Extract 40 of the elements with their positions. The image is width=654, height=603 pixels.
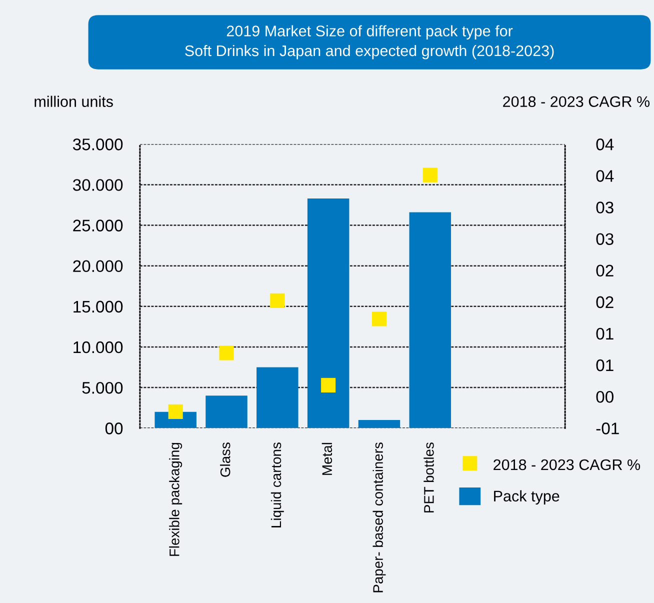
y-tick-label: 35.000 bbox=[72, 138, 123, 150]
point bbox=[168, 404, 183, 420]
x-tick-label: PET bottles bbox=[424, 442, 434, 512]
y2-tick-label: 00 bbox=[596, 390, 614, 403]
point bbox=[270, 293, 285, 308]
y2-tick-label: 01 bbox=[596, 359, 614, 372]
bar bbox=[409, 212, 452, 428]
y-axis-title: million units bbox=[34, 96, 113, 108]
y-tick-label: 5.000 bbox=[82, 382, 123, 394]
y2-tick-label: 04 bbox=[596, 170, 614, 182]
y2-tick-label: 02 bbox=[596, 296, 614, 308]
x-tick-label: Metal bbox=[322, 442, 332, 475]
legend-label: 2018 - 2023 CAGR % bbox=[494, 459, 640, 470]
bar bbox=[206, 396, 248, 428]
y2-axis-title: 2018 - 2023 CAGR % bbox=[503, 96, 650, 108]
y-tick-label: 25.000 bbox=[73, 220, 123, 232]
bar bbox=[358, 420, 400, 428]
x-tick-label: Glass bbox=[220, 442, 230, 477]
legend-label: Pack type bbox=[494, 490, 560, 505]
y-tick-label: 30.000 bbox=[72, 179, 123, 191]
y2-tick-label: 03 bbox=[596, 233, 614, 245]
y-tick-label: 15.000 bbox=[74, 300, 123, 313]
x-tick-label: Liquid cartons bbox=[270, 442, 284, 528]
bar bbox=[256, 367, 298, 428]
y2-tick-label: 03 bbox=[596, 202, 614, 214]
y-tick-label: 10.000 bbox=[74, 341, 123, 354]
y-tick-label: 00 bbox=[105, 422, 123, 434]
y-tick-label: 20.000 bbox=[73, 260, 123, 272]
y2-tick-label: 01 bbox=[596, 328, 614, 340]
chart-title: 2019 Market Size of different pack type for Soft Drinks in Japan and expected growth (2018-2023) bbox=[185, 25, 554, 60]
y2-tick-label: -01 bbox=[596, 422, 619, 434]
x-tick-label: Paper- based containers bbox=[372, 442, 386, 592]
point bbox=[321, 378, 336, 392]
y2-tick-label: 02 bbox=[596, 264, 614, 277]
point bbox=[219, 346, 234, 360]
x-tick-label: Flexible packaging bbox=[169, 442, 182, 556]
point bbox=[422, 168, 438, 182]
bar bbox=[307, 198, 350, 428]
y2-tick-label: 04 bbox=[596, 138, 614, 150]
point bbox=[372, 312, 387, 326]
